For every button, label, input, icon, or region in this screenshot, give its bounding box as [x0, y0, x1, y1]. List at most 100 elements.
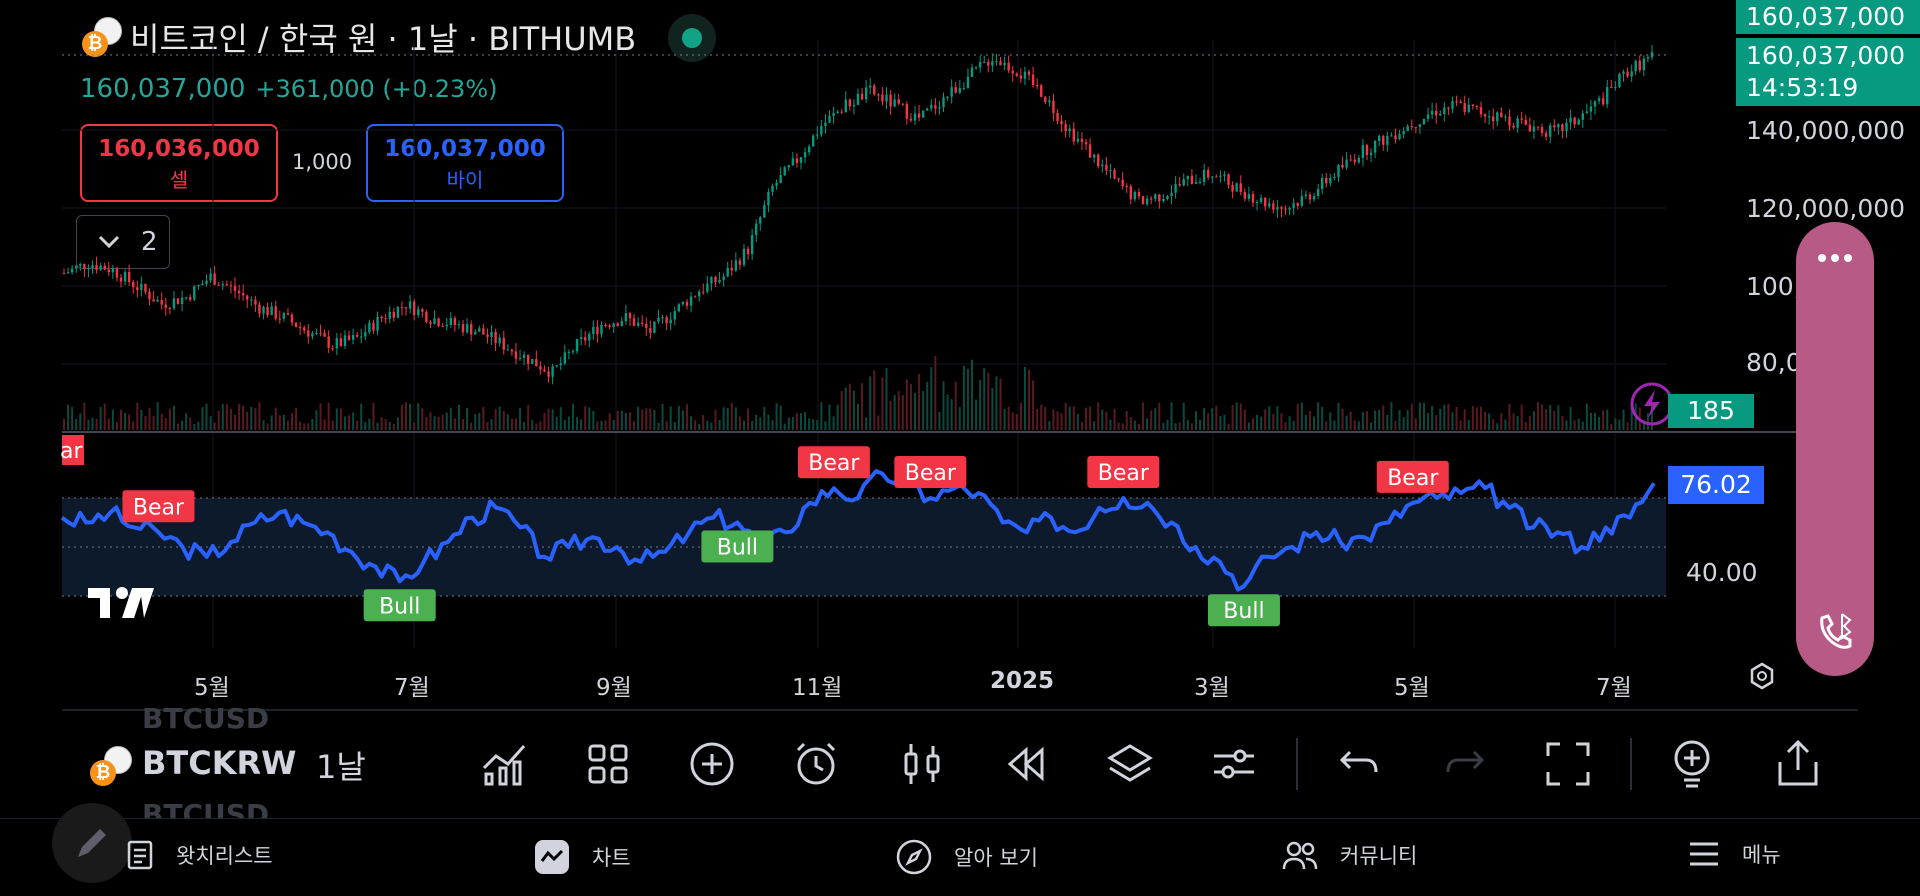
sell-button[interactable]: 160,036,000 셀	[80, 124, 278, 202]
volume-bar	[669, 406, 672, 430]
volume-bar	[107, 418, 110, 430]
volume-bar	[901, 395, 904, 430]
price-candle-body	[1068, 128, 1071, 132]
volume-bar	[311, 418, 314, 430]
bull-signal-label	[701, 530, 774, 563]
replay-icon[interactable]	[1002, 740, 1050, 788]
price-candle-body	[156, 299, 159, 302]
price-candle-body	[107, 269, 110, 273]
price-candle-body	[384, 318, 387, 320]
price-candle-body	[983, 61, 986, 63]
price-candle-body	[795, 158, 799, 163]
buy-button[interactable]: 160,037,000 바이	[366, 124, 564, 202]
volume-bar	[922, 391, 925, 430]
alert-clock-icon[interactable]	[792, 740, 840, 788]
add-icon[interactable]	[688, 740, 736, 788]
price-candle-body	[502, 337, 505, 350]
price-candle-body	[1174, 184, 1177, 193]
price-candle-body	[1288, 207, 1291, 210]
fullscreen-icon[interactable]	[1544, 740, 1592, 788]
share-icon[interactable]	[1774, 738, 1822, 790]
volume-bar	[413, 422, 416, 430]
settings-sliders-icon[interactable]	[1210, 740, 1258, 788]
price-candle-body	[1088, 144, 1092, 158]
price-candle-body	[1125, 185, 1128, 187]
layers-icon[interactable]	[1106, 740, 1154, 788]
layout-grid-icon[interactable]	[584, 740, 632, 788]
price-candle-body	[1597, 98, 1601, 102]
volume-bar	[1447, 403, 1450, 430]
volume-bar	[1463, 409, 1466, 430]
price-candle-body	[930, 105, 933, 109]
price-candle-body	[897, 99, 900, 104]
volume-bar	[441, 414, 444, 430]
price-candle-body	[1052, 100, 1055, 113]
volume-bar	[677, 406, 680, 430]
volume-bar	[1610, 423, 1613, 430]
nav-watchlist[interactable]: 왓치리스트	[126, 839, 273, 871]
order-quantity[interactable]: 1,000	[292, 150, 353, 174]
volume-bar	[1121, 423, 1124, 430]
draw-fab[interactable]	[52, 803, 132, 883]
volume-bar	[1386, 414, 1389, 430]
price-candle-body	[755, 223, 758, 236]
tradingview-logo-icon[interactable]	[88, 587, 154, 618]
interval-selector[interactable]: 1날	[316, 748, 366, 786]
volume-bar	[645, 408, 648, 430]
volume-bar	[840, 391, 843, 430]
volume-bar	[661, 403, 664, 430]
volume-bar	[767, 414, 770, 430]
volume-bar	[120, 409, 123, 430]
price-candle-body	[1516, 118, 1519, 128]
symbol-title[interactable]: 비트코인 / 한국 원 · 1날 · BITHUMB	[130, 20, 637, 58]
chart-settings-icon[interactable]	[1750, 662, 1774, 690]
volume-bar	[209, 416, 212, 430]
price-candle-body	[343, 335, 347, 346]
indicator-toggle-button[interactable]: 2	[76, 215, 170, 269]
price-candle-body	[1056, 112, 1059, 122]
idea-bulb-icon[interactable]	[1668, 738, 1716, 790]
price-candle-body	[412, 301, 416, 316]
bear-signal-text: Bear	[1387, 466, 1439, 491]
undo-icon[interactable]	[1336, 740, 1384, 788]
volume-bar	[380, 417, 383, 430]
volume-bar	[576, 417, 579, 430]
volume-bar	[1064, 402, 1067, 430]
symbol-selector[interactable]: BTCKRW	[142, 744, 297, 782]
bluetooth-call-icon[interactable]	[1814, 610, 1858, 654]
volume-bar	[535, 423, 538, 430]
more-options-icon[interactable]	[1818, 254, 1852, 262]
price-candle-body	[901, 103, 904, 105]
price-candle-body	[1361, 145, 1365, 158]
price-candle-body	[221, 284, 224, 286]
volume-bar	[136, 402, 139, 430]
nav-chart[interactable]: 차트	[534, 839, 631, 875]
price-candle-body	[1154, 194, 1157, 199]
bear-signal-text: Bear	[808, 451, 860, 476]
floating-tools-panel[interactable]	[1796, 222, 1874, 676]
price-candle-body	[856, 93, 860, 105]
nav-community[interactable]: 커뮤니티	[1282, 839, 1417, 871]
volume-bar	[1646, 412, 1649, 430]
time-label: 7월	[1596, 675, 1632, 701]
price-candle-body	[763, 205, 766, 218]
volume-bar	[482, 406, 485, 430]
redo-icon	[1446, 750, 1485, 773]
candle-type-icon[interactable]	[898, 740, 946, 788]
chart-canvas[interactable]: Bear Bull Bull Bear Bear Bear Bull Bear ar	[0, 0, 1920, 700]
volume-bar	[1475, 407, 1478, 430]
nav-explore[interactable]: 알아 보기	[896, 839, 1038, 875]
nav-chart-label: 차트	[592, 846, 631, 870]
volume-bar	[1260, 416, 1263, 430]
indicators-icon[interactable]	[480, 740, 528, 788]
volume-bar	[144, 416, 147, 430]
nav-menu[interactable]: 메뉴	[1688, 839, 1781, 869]
volume-bar	[1313, 416, 1316, 430]
volume-bar	[1150, 410, 1153, 430]
volume-bar	[1512, 413, 1515, 430]
price-candle-body	[702, 291, 705, 293]
price-candle-body	[1569, 117, 1572, 123]
bitcoin-icon: ₿	[90, 760, 116, 786]
volume-bar	[1325, 421, 1328, 430]
price-candle-body	[465, 324, 469, 333]
